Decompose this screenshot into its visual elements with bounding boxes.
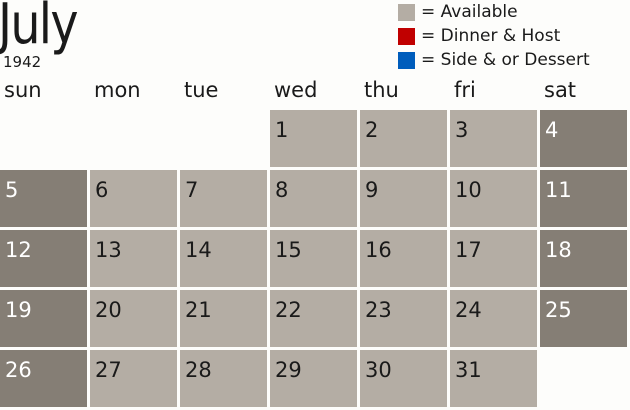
- day-cell-29[interactable]: 29: [270, 350, 357, 407]
- day-cell-3[interactable]: 3: [450, 110, 537, 167]
- swatch-dinner-host: [398, 27, 415, 45]
- year-label: 1942: [3, 53, 42, 71]
- day-cell-24[interactable]: 24: [450, 290, 537, 347]
- swatch-available: [398, 3, 415, 21]
- day-cell-18[interactable]: 18: [540, 230, 627, 287]
- day-cell-22[interactable]: 22: [270, 290, 357, 347]
- day-cell-19[interactable]: 19: [0, 290, 87, 347]
- day-cell-26[interactable]: 26: [0, 350, 87, 407]
- weekday-sun: sun: [4, 78, 42, 102]
- day-cell-6[interactable]: 6: [90, 170, 177, 227]
- legend-item-dinner-host: = Dinner & Host: [398, 24, 590, 48]
- day-cell-2[interactable]: 2: [360, 110, 447, 167]
- day-cell-13[interactable]: 13: [90, 230, 177, 287]
- legend: = Available = Dinner & Host = Side & or …: [398, 0, 590, 72]
- day-cell-20[interactable]: 20: [90, 290, 177, 347]
- day-cell-12[interactable]: 12: [0, 230, 87, 287]
- day-cell-25[interactable]: 25: [540, 290, 627, 347]
- day-cell-27[interactable]: 27: [90, 350, 177, 407]
- day-cell-5[interactable]: 5: [0, 170, 87, 227]
- day-cell-14[interactable]: 14: [180, 230, 267, 287]
- swatch-side-dessert: [398, 51, 415, 69]
- day-cell-9[interactable]: 9: [360, 170, 447, 227]
- day-cell-4[interactable]: 4: [540, 110, 627, 167]
- day-cell-11[interactable]: 11: [540, 170, 627, 227]
- day-cell-28[interactable]: 28: [180, 350, 267, 407]
- day-cell-17[interactable]: 17: [450, 230, 537, 287]
- day-cell-21[interactable]: 21: [180, 290, 267, 347]
- day-cell-10[interactable]: 10: [450, 170, 537, 227]
- weekday-mon: mon: [94, 78, 141, 102]
- day-cell-8[interactable]: 8: [270, 170, 357, 227]
- day-cell-7[interactable]: 7: [180, 170, 267, 227]
- day-cell-23[interactable]: 23: [360, 290, 447, 347]
- month-title: July: [0, 0, 79, 57]
- day-cell-30[interactable]: 30: [360, 350, 447, 407]
- weekday-wed: wed: [274, 78, 318, 102]
- weekday-thu: thu: [364, 78, 399, 102]
- weekday-fri: fri: [454, 78, 476, 102]
- weekday-tue: tue: [184, 78, 219, 102]
- day-cell-16[interactable]: 16: [360, 230, 447, 287]
- legend-item-side-dessert: = Side & or Dessert: [398, 48, 590, 72]
- day-cell-31[interactable]: 31: [450, 350, 537, 407]
- day-cell-15[interactable]: 15: [270, 230, 357, 287]
- day-cell-1[interactable]: 1: [270, 110, 357, 167]
- legend-item-available: = Available: [398, 0, 590, 24]
- weekday-sat: sat: [544, 78, 577, 102]
